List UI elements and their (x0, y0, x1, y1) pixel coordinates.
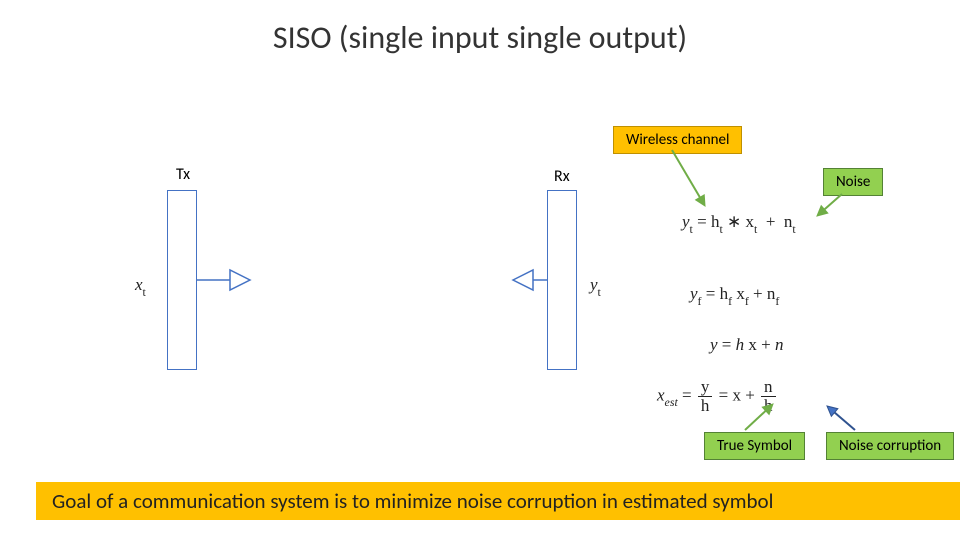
tx-antenna-box (167, 190, 197, 370)
rx-antenna-box (547, 190, 577, 370)
slide-title: SISO (single input single output) (0, 18, 960, 57)
noise-badge: Noise (823, 168, 883, 196)
equation-compact: y = h x + n (710, 335, 783, 355)
rx-label: Rx (554, 167, 570, 186)
tx-label: Tx (176, 165, 190, 184)
wireless-channel-badge: Wireless channel (613, 126, 742, 154)
equation-estimate: xest = yh = x + nh (657, 378, 778, 415)
xt-symbol: xt (135, 275, 146, 298)
equation-time-domain: yt = ht ∗ xt + nt (682, 212, 796, 235)
noise-corruption-badge: Noise corruption (826, 432, 954, 460)
diagram-overlay (0, 0, 960, 540)
true-symbol-badge: True Symbol (704, 432, 805, 460)
equation-freq-domain: yf = hf xf + nf (690, 284, 779, 307)
goal-banner: Goal of a communication system is to min… (36, 482, 960, 520)
yt-symbol: yt (590, 275, 601, 298)
